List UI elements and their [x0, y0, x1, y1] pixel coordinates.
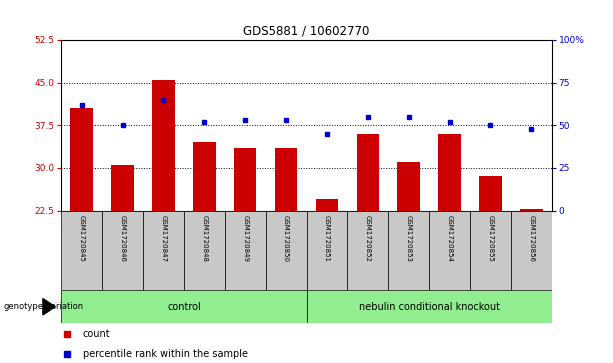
Bar [429, 211, 470, 290]
Bar [511, 211, 552, 290]
Text: count: count [83, 329, 110, 339]
Bar [388, 211, 429, 290]
Text: GSM1720845: GSM1720845 [78, 215, 85, 261]
Bar [184, 211, 225, 290]
Bar [152, 80, 175, 211]
Bar [225, 211, 265, 290]
Text: GSM1720851: GSM1720851 [324, 215, 330, 261]
Bar [112, 165, 134, 211]
Bar [520, 209, 543, 211]
Text: GSM1720850: GSM1720850 [283, 215, 289, 261]
Bar [306, 211, 348, 290]
Bar [265, 211, 306, 290]
Text: genotype/variation: genotype/variation [3, 302, 83, 311]
Bar [316, 199, 338, 211]
Text: GSM1720847: GSM1720847 [161, 215, 167, 261]
Bar [61, 290, 306, 323]
Text: GSM1720849: GSM1720849 [242, 215, 248, 261]
Polygon shape [43, 298, 55, 315]
Text: control: control [167, 302, 201, 312]
Text: GSM1720856: GSM1720856 [528, 215, 535, 261]
Bar [357, 134, 379, 211]
Bar [193, 142, 216, 211]
Bar [479, 176, 501, 211]
Bar [306, 290, 552, 323]
Bar [348, 211, 388, 290]
Bar [234, 148, 256, 211]
Text: GSM1720852: GSM1720852 [365, 215, 371, 261]
Bar [61, 211, 102, 290]
Bar [397, 162, 420, 211]
Bar [102, 211, 143, 290]
Text: nebulin conditional knockout: nebulin conditional knockout [359, 302, 500, 312]
Title: GDS5881 / 10602770: GDS5881 / 10602770 [243, 24, 370, 37]
Bar [70, 108, 93, 211]
Text: percentile rank within the sample: percentile rank within the sample [83, 349, 248, 359]
Text: GSM1720846: GSM1720846 [120, 215, 126, 261]
Bar [438, 134, 461, 211]
Text: GSM1720853: GSM1720853 [406, 215, 412, 261]
Text: GSM1720848: GSM1720848 [201, 215, 207, 261]
Text: GSM1720855: GSM1720855 [487, 215, 493, 261]
Bar [470, 211, 511, 290]
Text: GSM1720854: GSM1720854 [446, 215, 452, 261]
Bar [143, 211, 184, 290]
Bar [275, 148, 297, 211]
